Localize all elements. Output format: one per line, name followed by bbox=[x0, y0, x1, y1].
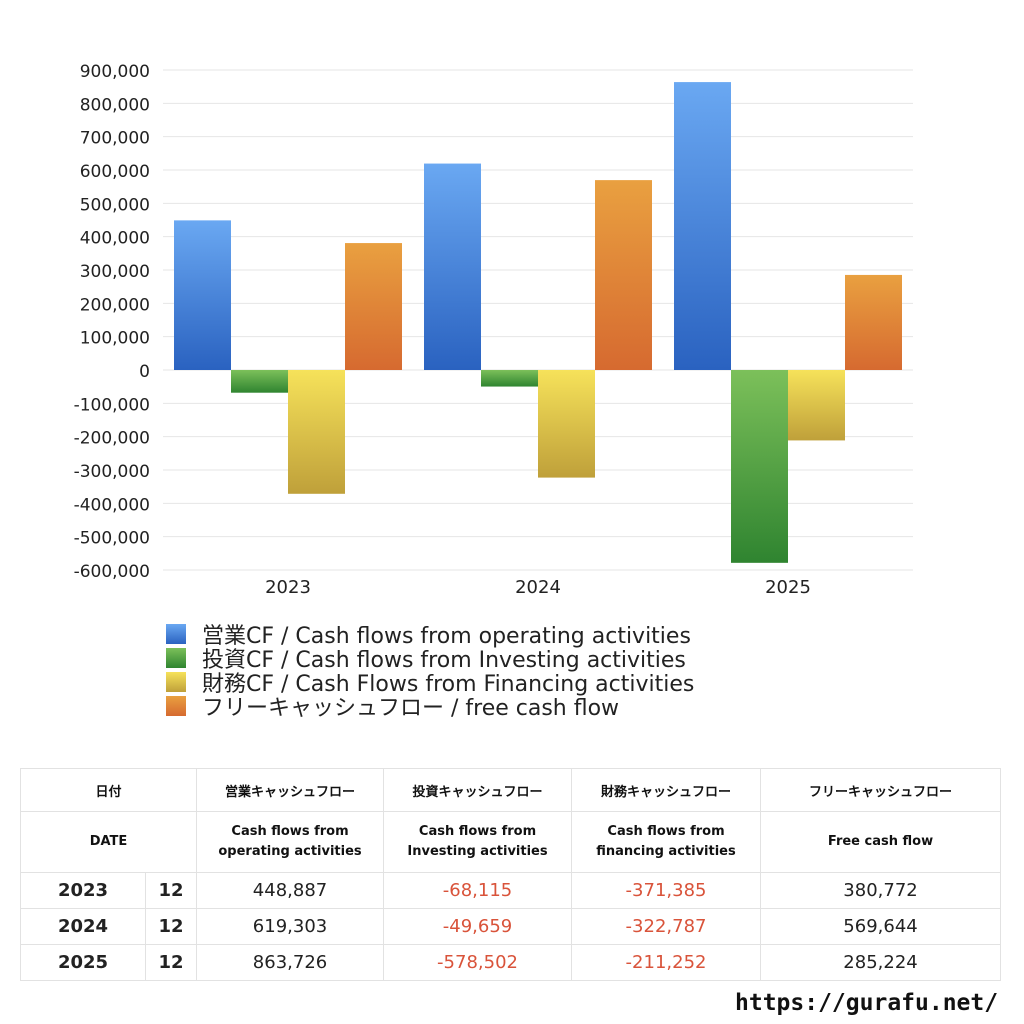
y-tick-label: -600,000 bbox=[74, 562, 150, 582]
header-financing-en: Cash flows from financing activities bbox=[571, 811, 762, 873]
bar-2024-series-2 bbox=[481, 370, 538, 387]
header-financing-jp: 財務キャッシュフロー bbox=[571, 768, 762, 812]
cell-investing: -68,115 bbox=[383, 872, 573, 909]
legend-item-operating: 営業CF / Cash flows from operating activit… bbox=[166, 622, 694, 649]
legend-label-operating: 営業CF / Cash flows from operating activit… bbox=[202, 624, 691, 649]
cell-investing: -49,659 bbox=[383, 908, 573, 945]
header-investing-jp: 投資キャッシュフロー bbox=[383, 768, 573, 812]
bar-2025-series-2 bbox=[731, 370, 788, 563]
y-tick-label: 800,000 bbox=[80, 95, 150, 115]
y-tick-label: 100,000 bbox=[80, 329, 150, 349]
table-row: 2025 12 863,726 -578,502 -211,252 285,22… bbox=[20, 944, 1002, 981]
legend-swatch-free bbox=[166, 696, 186, 716]
grid-lines bbox=[163, 69, 913, 571]
bar-2023-series-2 bbox=[231, 370, 288, 393]
header-operating-en-line2: operating activities bbox=[218, 844, 362, 859]
x-tick-label: 2025 bbox=[765, 577, 811, 598]
header-date-jp: 日付 bbox=[19, 768, 198, 812]
y-tick-label: 700,000 bbox=[80, 129, 150, 149]
header-investing-en-line1: Cash flows from bbox=[418, 824, 537, 839]
table-row: 2024 12 619,303 -49,659 -322,787 569,644 bbox=[20, 908, 1002, 945]
cell-month: 12 bbox=[144, 944, 198, 981]
y-tick-label: -500,000 bbox=[74, 529, 150, 549]
header-free-en: Free cash flow bbox=[760, 811, 1002, 873]
cell-free: 569,644 bbox=[760, 908, 1002, 945]
cell-month: 12 bbox=[144, 872, 198, 909]
bar-2024-series-3 bbox=[538, 370, 595, 478]
bar-2023-series-4 bbox=[345, 243, 402, 370]
header-investing-en: Cash flows from Investing activities bbox=[383, 811, 573, 873]
bar-2025-series-1 bbox=[674, 82, 731, 370]
header-operating-en-line1: Cash flows from bbox=[231, 824, 349, 839]
legend-swatch-investing bbox=[166, 648, 186, 668]
header-investing-en-line2: Investing activities bbox=[407, 844, 548, 859]
cell-operating: 448,887 bbox=[196, 872, 385, 909]
y-tick-label: -300,000 bbox=[74, 462, 150, 482]
table-header-en: DATE Cash flows from operating activitie… bbox=[19, 811, 1002, 873]
header-financing-en-line2: financing activities bbox=[596, 844, 736, 859]
site-url[interactable]: https://gurafu.net/ bbox=[735, 990, 999, 1016]
x-tick-label: 2024 bbox=[515, 577, 561, 598]
legend-label-investing: 投資CF / Cash flows from Investing activit… bbox=[202, 648, 686, 673]
bars bbox=[174, 82, 902, 563]
bar-2023-series-1 bbox=[174, 220, 231, 370]
y-tick-label: 400,000 bbox=[80, 229, 150, 249]
legend-item-free: フリーキャッシュフロー / free cash flow bbox=[166, 694, 694, 721]
cash-flow-table: 日付 営業キャッシュフロー 投資キャッシュフロー 財務キャッシュフロー フリーキ… bbox=[19, 768, 1002, 981]
cell-financing: -211,252 bbox=[571, 944, 762, 981]
x-axis-tick-labels: 2023 2024 2025 bbox=[265, 577, 811, 598]
table-row: 2023 12 448,887 -68,115 -371,385 380,772 bbox=[20, 872, 1002, 909]
cell-free: 380,772 bbox=[760, 872, 1002, 909]
cell-year: 2024 bbox=[20, 908, 146, 945]
y-tick-label: 0 bbox=[139, 362, 150, 382]
bar-2025-series-4 bbox=[845, 274, 902, 370]
header-free-jp: フリーキャッシュフロー bbox=[760, 768, 1002, 812]
cell-operating: 863,726 bbox=[196, 944, 385, 981]
bar-2024-series-4 bbox=[595, 180, 652, 370]
header-operating-en: Cash flows from operating activities bbox=[196, 811, 385, 873]
y-tick-label: 500,000 bbox=[80, 195, 150, 215]
chart-legend: 営業CF / Cash flows from operating activit… bbox=[166, 622, 694, 721]
y-tick-label: -200,000 bbox=[74, 429, 150, 449]
legend-label-free: フリーキャッシュフロー / free cash flow bbox=[202, 696, 620, 721]
cell-investing: -578,502 bbox=[383, 944, 573, 981]
bar-2024-series-1 bbox=[424, 163, 481, 370]
header-financing-en-line1: Cash flows from bbox=[607, 824, 725, 839]
bar-2023-series-3 bbox=[288, 370, 345, 494]
cell-financing: -371,385 bbox=[571, 872, 762, 909]
legend-label-financing: 財務CF / Cash Flows from Financing activit… bbox=[202, 672, 695, 697]
x-tick-label: 2023 bbox=[265, 577, 311, 598]
cell-year: 2025 bbox=[20, 944, 146, 981]
y-tick-label: 300,000 bbox=[80, 262, 150, 282]
y-tick-label: 900,000 bbox=[80, 62, 150, 82]
legend-swatch-financing bbox=[166, 672, 186, 692]
y-tick-label: -100,000 bbox=[74, 395, 150, 415]
y-tick-label: -400,000 bbox=[74, 495, 150, 515]
cash-flow-chart: 900,000 800,000 700,000 600,000 500,000 400,0… bbox=[74, 62, 913, 598]
header-date-en: DATE bbox=[19, 811, 198, 873]
bar-2025-series-3 bbox=[788, 370, 845, 441]
cell-operating: 619,303 bbox=[196, 908, 385, 945]
cell-financing: -322,787 bbox=[571, 908, 762, 945]
legend-swatch-operating bbox=[166, 624, 186, 644]
cell-free: 285,224 bbox=[760, 944, 1002, 981]
legend-item-financing: 財務CF / Cash Flows from Financing activit… bbox=[166, 670, 694, 697]
cell-month: 12 bbox=[144, 908, 198, 945]
cell-year: 2023 bbox=[20, 872, 146, 909]
header-operating-jp: 営業キャッシュフロー bbox=[196, 768, 385, 812]
legend-item-investing: 投資CF / Cash flows from Investing activit… bbox=[166, 646, 694, 673]
y-axis-tick-labels: 900,000 800,000 700,000 600,000 500,000 400,0… bbox=[74, 62, 150, 582]
table-header-jp: 日付 営業キャッシュフロー 投資キャッシュフロー 財務キャッシュフロー フリーキ… bbox=[19, 768, 1002, 812]
y-tick-label: 200,000 bbox=[80, 295, 150, 315]
y-tick-label: 600,000 bbox=[80, 162, 150, 182]
